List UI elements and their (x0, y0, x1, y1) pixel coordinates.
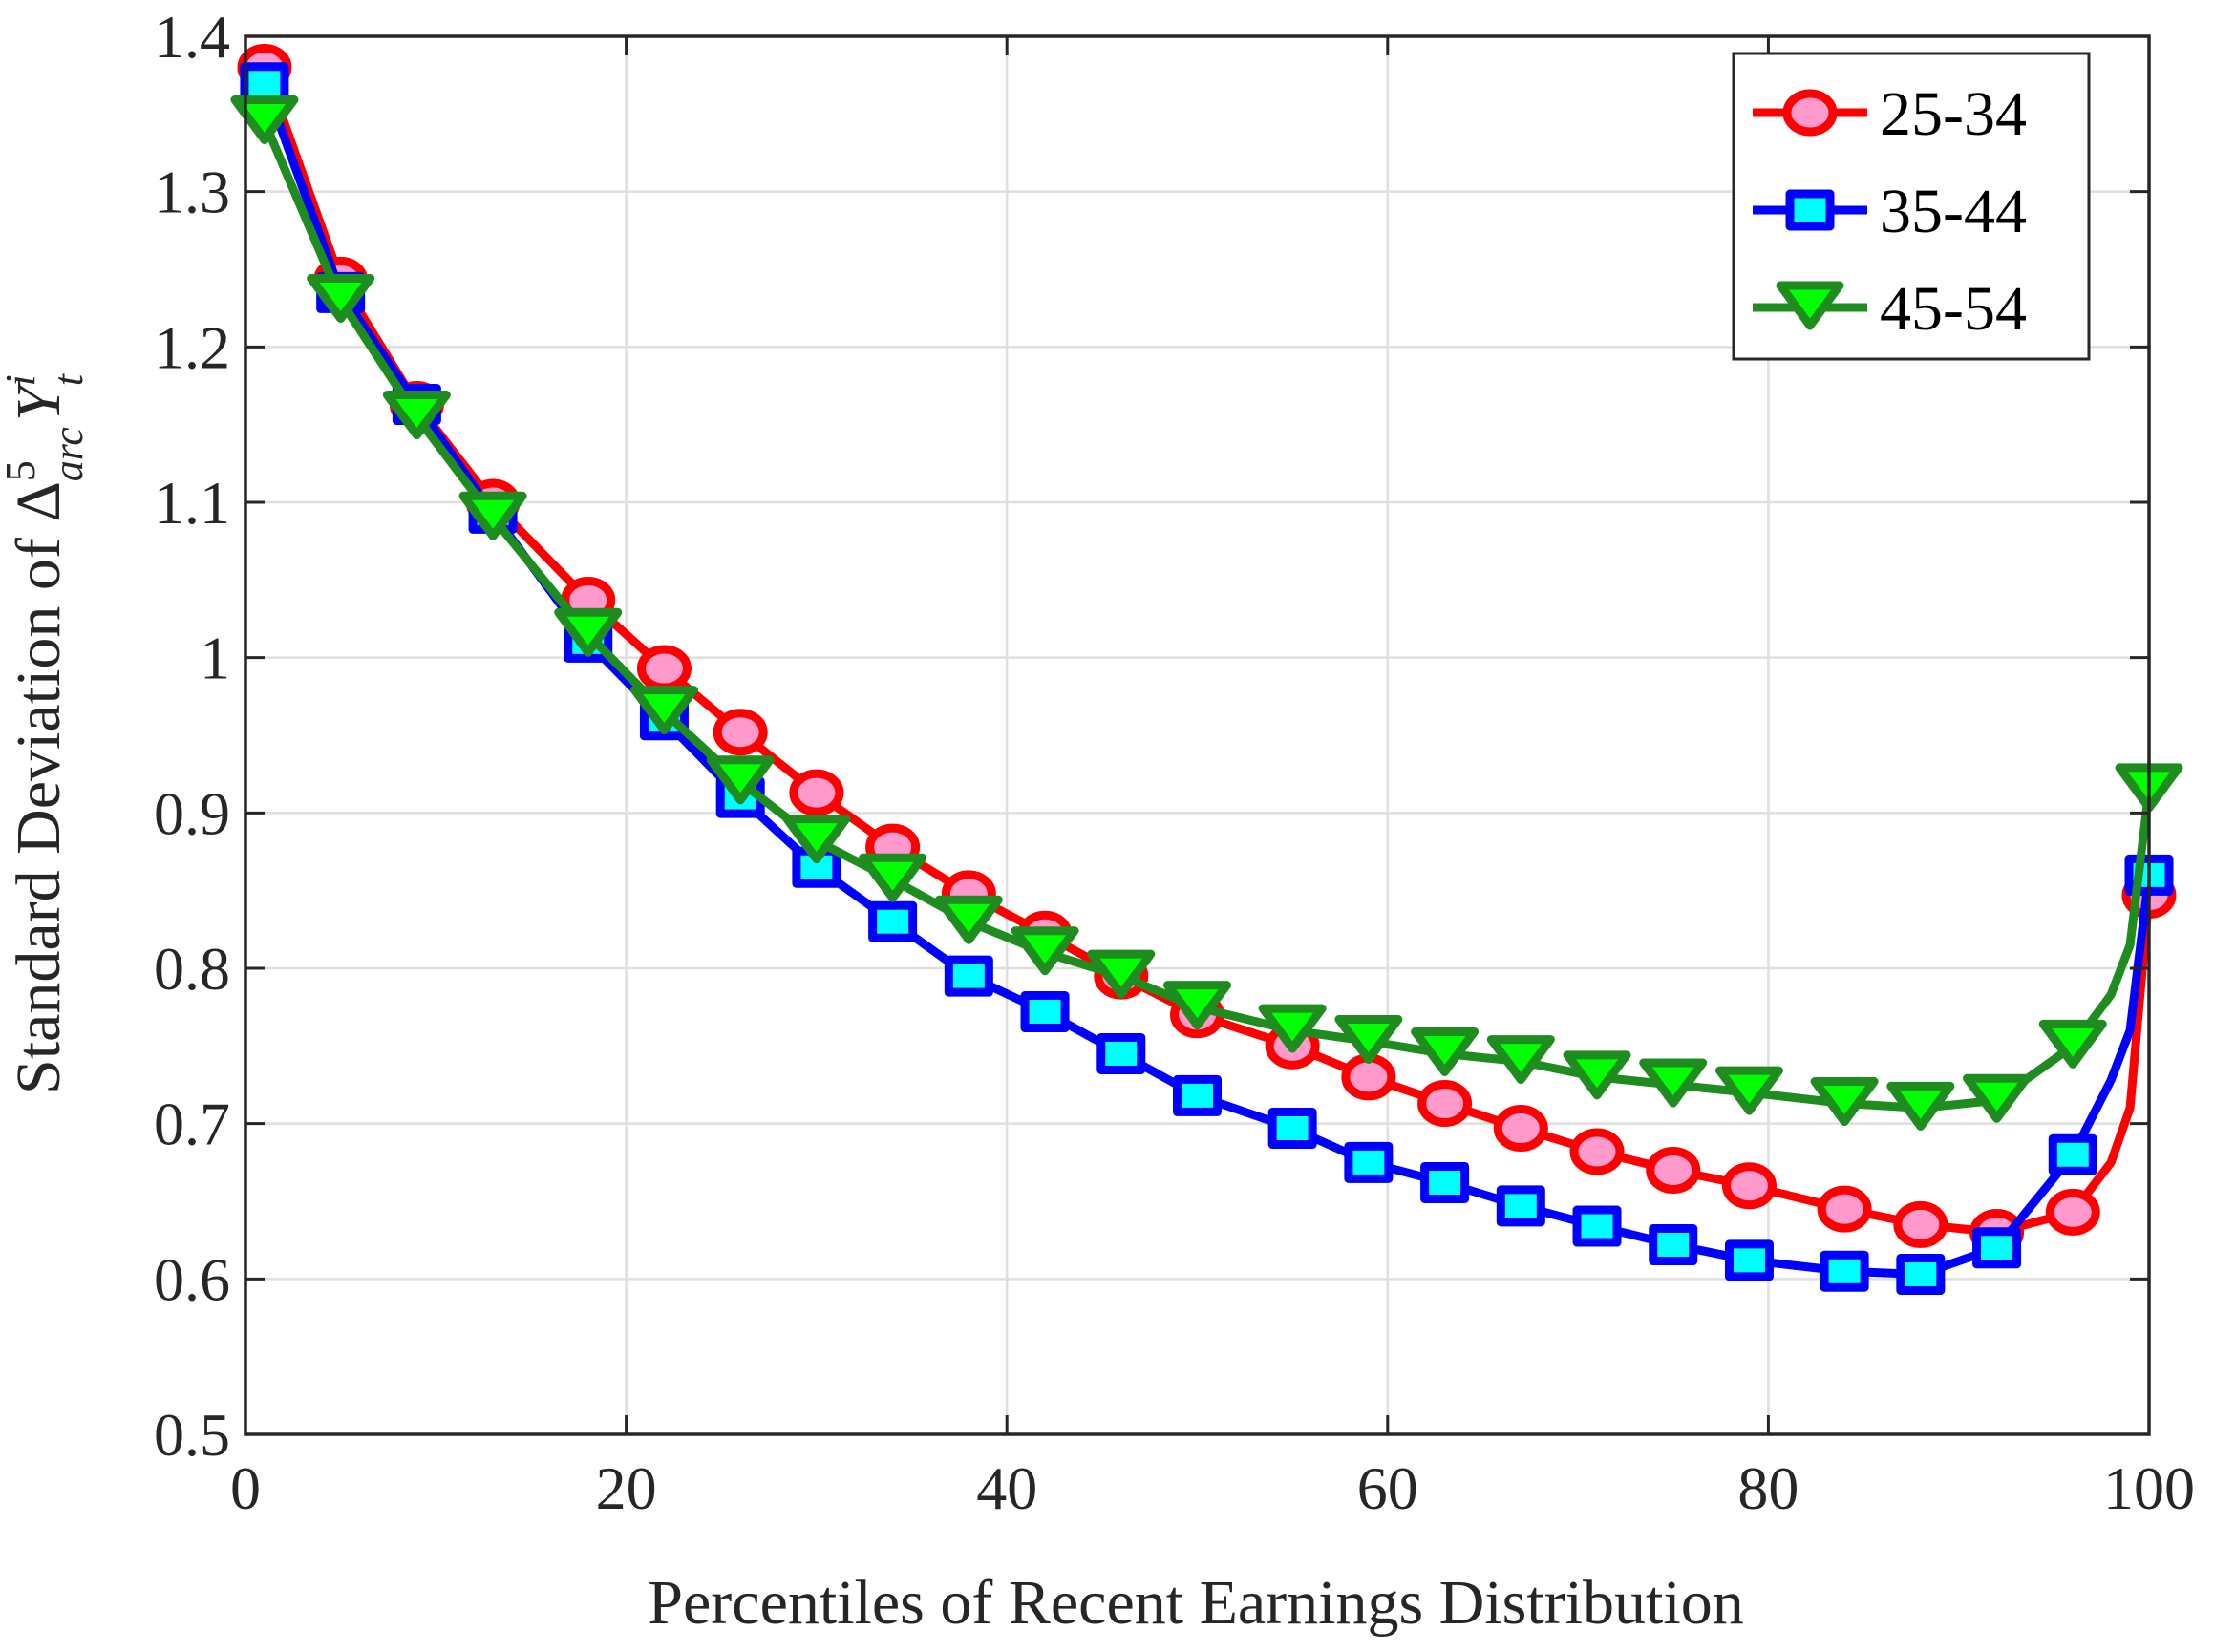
x-axis-label: Percentiles of Recent Earnings Distribut… (648, 1568, 1743, 1638)
data-point (1486, 1035, 1555, 1085)
data-point (944, 955, 993, 997)
data-point (1496, 1185, 1545, 1227)
data-point (1267, 1108, 1317, 1150)
y-tick-label: 1.2 (154, 313, 230, 381)
data-point (629, 686, 698, 735)
data-point (458, 491, 527, 540)
y-axis-label: Standard Deviation of Δ5arc Yit (0, 372, 92, 1094)
data-point (1896, 1253, 1946, 1295)
x-tick-label: 40 (976, 1454, 1037, 1522)
y-tick-label: 1.3 (154, 159, 230, 226)
data-point (1087, 949, 1156, 999)
grid (244, 34, 2151, 1436)
y-axis-label-Y: Y (4, 380, 74, 421)
legend-label: 35-44 (1880, 177, 2027, 246)
y-axis-label-prefix: Standard Deviation of (4, 522, 74, 1094)
data-point (1963, 1073, 2032, 1123)
data-point (1011, 926, 1079, 976)
data-point (1334, 1014, 1403, 1064)
y-tick-label: 1 (200, 625, 230, 692)
data-point (782, 815, 851, 864)
data-point (1810, 1077, 1879, 1127)
data-point (1646, 1146, 1701, 1194)
legend-marker (1776, 281, 1844, 330)
legend-marker (1785, 189, 1835, 231)
data-point (1817, 1185, 1872, 1233)
data-point (934, 895, 1003, 944)
data-point (1649, 1224, 1698, 1266)
series-group (230, 44, 2183, 1295)
data-point (1417, 1080, 1473, 1128)
data-point (2045, 1188, 2100, 1236)
data-point (230, 95, 299, 144)
data-point (2048, 1133, 2097, 1175)
legend-label: 25-34 (1880, 79, 2027, 149)
data-point (789, 769, 844, 816)
data-point (1344, 1141, 1394, 1183)
axes: 0 20 40 60 80 100 0.5 0.6 0.7 0.8 0.9 1 1.1 1.2 1.3 1.4 (154, 3, 2195, 1522)
legend-item: 45-54 (1753, 274, 2027, 344)
legend: 25-34 35-44 45-54 (1732, 52, 2091, 361)
data-point (382, 391, 451, 440)
data-point (1724, 1239, 1774, 1281)
y-axis-label-sub-t: t (45, 372, 92, 386)
data-point (868, 900, 918, 942)
data-point (1820, 1250, 1869, 1292)
y-axis-label-sup-i: i (0, 374, 44, 386)
data-point (713, 709, 768, 756)
x-tick-label: 60 (1357, 1454, 1418, 1522)
legend-item: 35-44 (1753, 177, 2027, 246)
data-point (2038, 1019, 2107, 1069)
data-point (1493, 1105, 1548, 1153)
x-tick-label: 100 (2103, 1454, 2195, 1522)
data-point (1096, 1032, 1146, 1074)
y-tick-label: 0.6 (154, 1245, 230, 1313)
data-point (1714, 1066, 1783, 1115)
y-tick-label: 0.8 (154, 935, 230, 1003)
y-tick-label: 0.5 (154, 1401, 230, 1469)
data-point (1411, 1027, 1480, 1076)
data-point (1569, 1128, 1625, 1175)
data-point (554, 607, 623, 657)
x-tick-label: 0 (230, 1454, 261, 1522)
data-point (240, 62, 289, 104)
y-axis-label-arc: arc (45, 427, 92, 481)
data-point (1258, 1004, 1327, 1053)
data-point (706, 755, 775, 805)
data-point (1173, 1074, 1222, 1116)
data-point (1163, 981, 1231, 1030)
x-tick-label: 80 (1737, 1454, 1799, 1522)
data-point (1639, 1058, 1708, 1108)
data-point (1893, 1200, 1948, 1248)
legend-item: 25-34 (1753, 79, 2027, 149)
data-point (307, 274, 375, 324)
legend-label: 45-54 (1880, 274, 2027, 344)
y-axis-label-sup5: 5 (0, 460, 44, 481)
data-point (1972, 1227, 2022, 1269)
data-point (636, 645, 692, 692)
data-point (1721, 1162, 1777, 1210)
data-point (1563, 1050, 1631, 1100)
legend-marker (1782, 89, 1838, 137)
y-tick-label: 0.9 (154, 779, 230, 847)
series-45-54 (230, 95, 2183, 1131)
data-point (1572, 1205, 1622, 1247)
data-point (859, 853, 927, 902)
y-tick-label: 0.7 (154, 1091, 230, 1158)
y-tick-label: 1.4 (154, 3, 230, 71)
data-point (1886, 1081, 1955, 1131)
data-point (1420, 1161, 1470, 1203)
y-tick-label: 1.1 (154, 469, 230, 537)
x-tick-label: 20 (596, 1454, 657, 1522)
data-point (1020, 991, 1070, 1033)
y-axis-label-delta: Δ (4, 481, 74, 521)
plot-frame (244, 34, 2151, 1436)
